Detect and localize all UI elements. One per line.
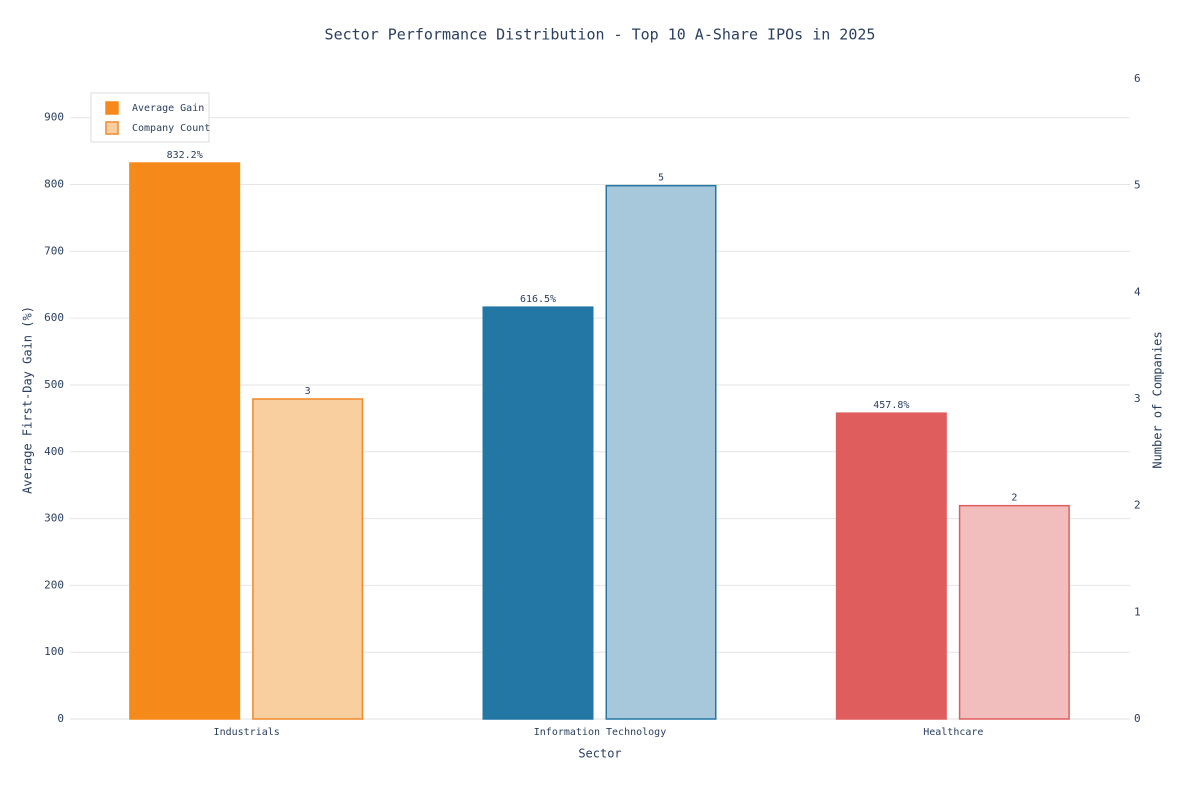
- value-label: 2: [1011, 493, 1017, 504]
- value-label: 457.8%: [873, 400, 909, 411]
- bar: [252, 398, 364, 720]
- y-tick-label: 300: [44, 512, 64, 525]
- value-label: 832.2%: [167, 150, 203, 161]
- x-tick-label: Healthcare: [923, 727, 983, 738]
- y-tick-label: 800: [44, 178, 64, 191]
- x-axis-title: Sector: [578, 747, 621, 761]
- y-tick-label: 900: [44, 111, 64, 124]
- y2-tick-label: 2: [1134, 499, 1141, 512]
- y-tick-label: 600: [44, 311, 64, 324]
- bar: [129, 162, 241, 720]
- y-axis-title: Average First-Day Gain (%): [21, 306, 35, 494]
- y2-tick-label: 3: [1134, 392, 1141, 405]
- bar: [958, 504, 1070, 720]
- value-label: 3: [305, 386, 311, 397]
- y2-tick-label: 6: [1134, 72, 1141, 85]
- y-tick-label: 100: [44, 645, 64, 658]
- bar: [482, 306, 594, 720]
- value-label: 5: [658, 173, 664, 184]
- bar: [605, 184, 717, 720]
- bar: [835, 412, 947, 720]
- y-tick-label: 200: [44, 578, 64, 591]
- y-tick-label: 700: [44, 244, 64, 257]
- value-label: 616.5%: [520, 294, 556, 305]
- legend-label: Company Count: [132, 123, 210, 134]
- y2-axis-title: Number of Companies: [1151, 331, 1165, 468]
- y-tick-label: 0: [57, 712, 64, 725]
- y-tick-label: 400: [44, 445, 64, 458]
- chart-title: Sector Performance Distribution - Top 10…: [325, 26, 876, 44]
- legend-swatch: [105, 121, 119, 135]
- y-tick-label: 500: [44, 378, 64, 391]
- x-tick-label: Information Technology: [534, 727, 666, 738]
- y2-tick-label: 0: [1134, 712, 1141, 725]
- legend-swatch: [105, 101, 119, 115]
- x-tick-label: Industrials: [214, 727, 280, 738]
- y2-tick-label: 4: [1134, 285, 1141, 298]
- y2-tick-label: 5: [1134, 179, 1141, 192]
- y2-tick-label: 1: [1134, 605, 1141, 618]
- legend-label: Average Gain: [132, 103, 204, 114]
